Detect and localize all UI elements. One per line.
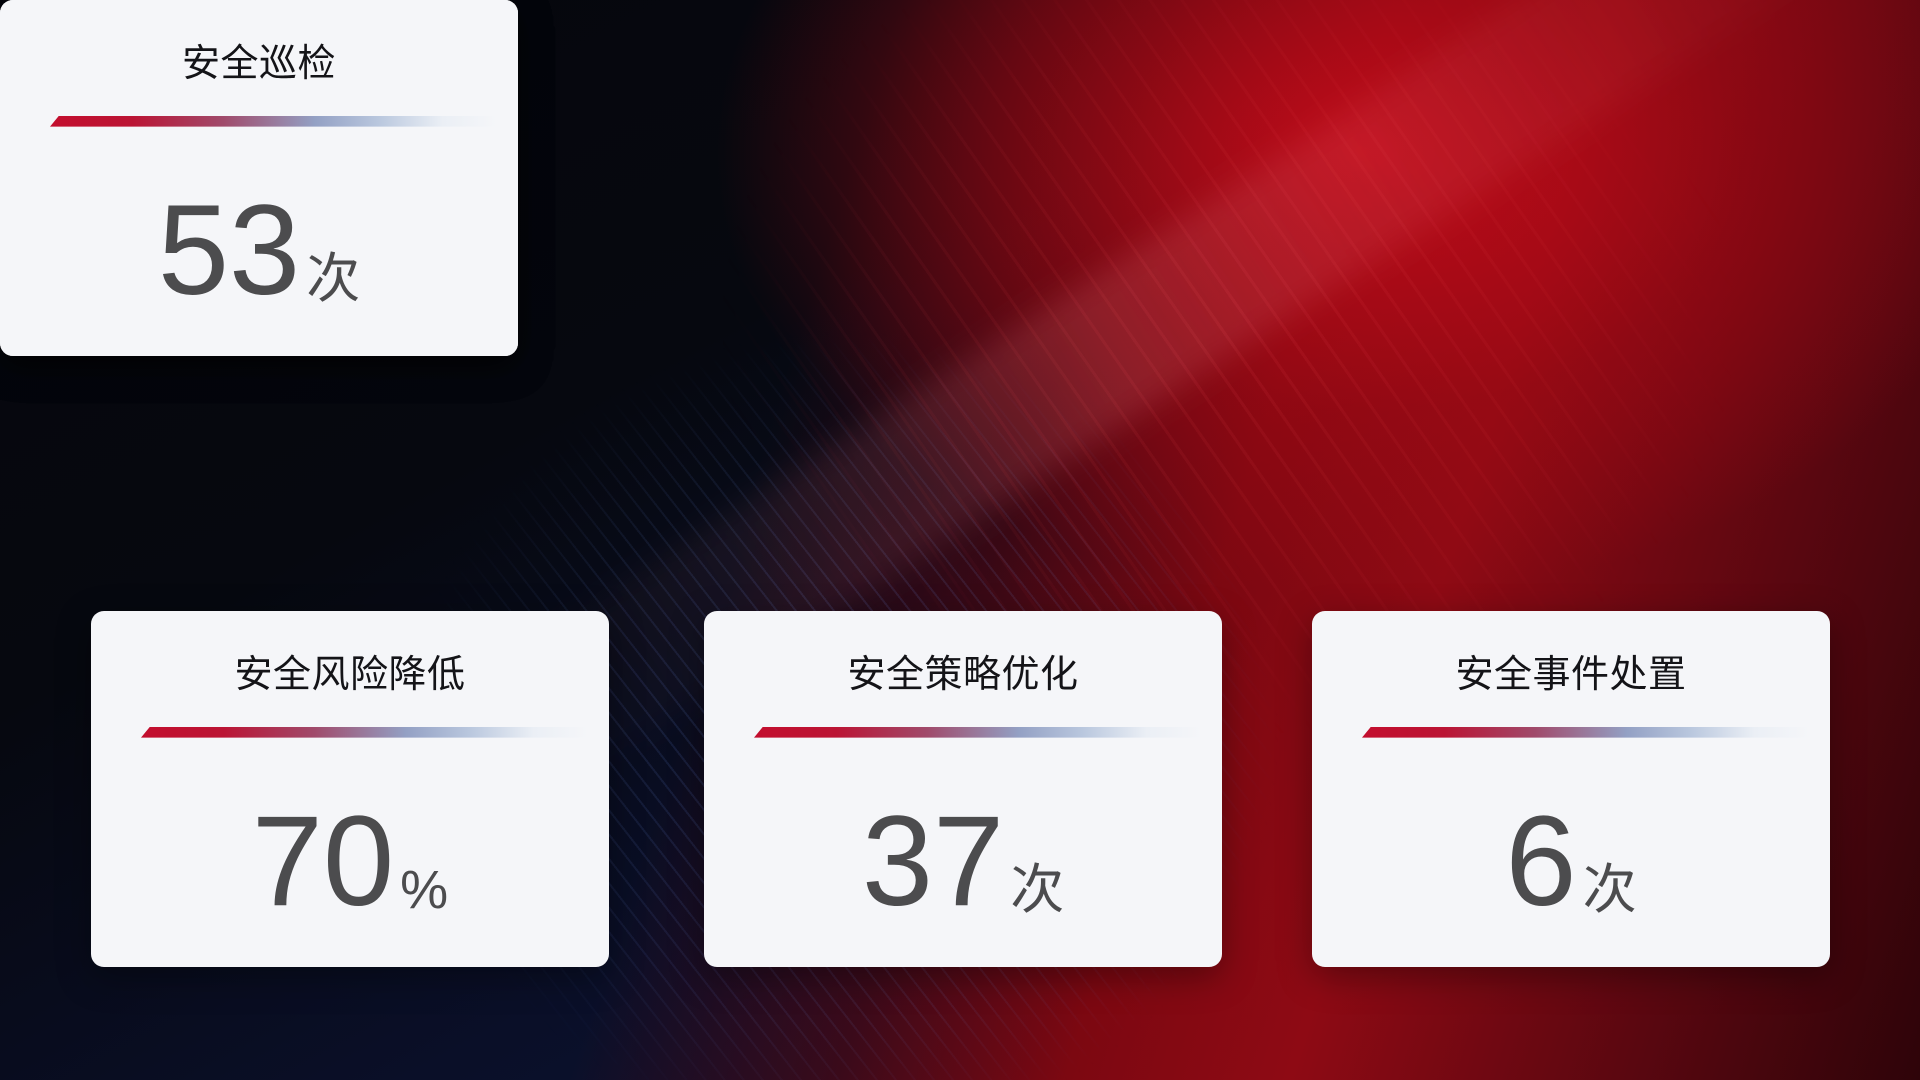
stat-value-unit: 次 [1582,859,1637,920]
stat-card-policy-optimization: 安全策略优化 37 次 [704,611,1222,967]
stat-card-incident-handling: 安全事件处置 6 次 [1312,611,1830,967]
stat-card-risk-reduction: 安全风险降低 70 % [91,611,609,967]
stat-card-title: 安全策略优化 [847,654,1079,696]
stat-value-number: 37 [861,789,1005,933]
stat-card-value: 53 次 [0,178,518,322]
accent-divider-bar [141,726,597,738]
stat-card-value: 6 次 [1312,789,1830,933]
stat-value-number: 53 [157,178,301,322]
stat-card-security-inspection: 安全巡检 53 次 [0,0,518,356]
stat-value-number: 70 [251,789,395,933]
stat-card-value: 70 % [91,789,609,933]
stat-card-title: 安全巡检 [181,43,336,85]
stat-value-unit: 次 [306,248,361,309]
stat-value-unit: 次 [1010,859,1065,920]
stat-card-value: 37 次 [704,789,1222,933]
stat-card-title: 安全事件处置 [1455,654,1687,696]
accent-divider-bar [754,726,1210,738]
stat-value-number: 6 [1505,789,1577,933]
accent-divider-bar [50,115,506,127]
accent-divider-bar [1362,726,1818,738]
stat-value-unit: % [400,859,449,920]
stat-card-title: 安全风险降低 [234,654,466,696]
